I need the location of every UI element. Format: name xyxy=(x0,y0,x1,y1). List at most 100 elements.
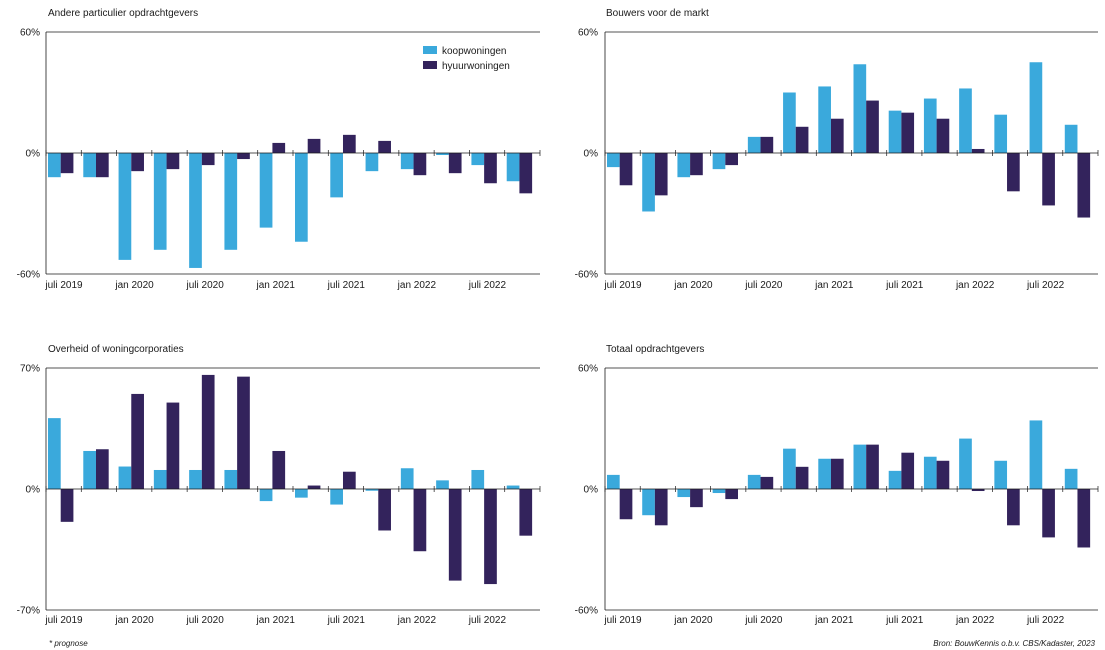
x-tick-label: juli 2022 xyxy=(1026,280,1065,291)
huur-bar xyxy=(866,100,879,153)
x-tick-label: jan 2020 xyxy=(114,280,154,291)
koop-bar xyxy=(1029,62,1043,153)
huur-bar xyxy=(795,466,809,489)
x-tick-label: jan 2021 xyxy=(814,280,854,291)
legend-swatch-koop xyxy=(423,46,437,54)
koop-bar xyxy=(888,110,902,153)
x-tick-label: juli 2020 xyxy=(744,615,783,626)
huur-bar xyxy=(830,118,844,153)
koop-bar xyxy=(471,469,485,489)
x-tick-label: jan 2021 xyxy=(256,280,296,291)
legend: koopwoningen hyuurwoningen xyxy=(423,46,510,72)
koop-bar xyxy=(153,469,167,489)
huur-bar xyxy=(760,136,774,153)
koop-bar xyxy=(400,468,414,489)
x-tick-label: juli 2019 xyxy=(44,280,83,291)
x-tick-label: juli 2022 xyxy=(468,615,507,626)
y-tick-label: 70% xyxy=(20,364,40,375)
x-tick-label: juli 2019 xyxy=(603,280,642,291)
huur-bar xyxy=(413,489,427,552)
huur-bar xyxy=(1042,489,1055,538)
koop-bar xyxy=(330,489,343,505)
koop-bar xyxy=(1064,124,1078,153)
huur-bar xyxy=(795,126,809,153)
chart-title: Andere particulier opdrachtgevers xyxy=(48,8,198,19)
koop-bar xyxy=(471,153,485,166)
koop-bar xyxy=(1029,420,1043,489)
huur-bar xyxy=(237,376,250,489)
y-tick-label: -70% xyxy=(17,606,40,617)
koop-bar xyxy=(83,153,96,178)
huur-bar xyxy=(413,153,427,176)
huur-bar xyxy=(725,153,738,166)
x-tick-label: jan 2022 xyxy=(955,280,995,291)
koop-bar xyxy=(189,153,202,268)
koop-bar xyxy=(224,153,238,250)
koop-bar xyxy=(365,489,379,491)
koop-bar xyxy=(677,489,691,498)
huur-bar xyxy=(60,489,74,522)
huur-bar xyxy=(866,444,879,489)
chart-panel-4: Totaal opdrachtgevers 60% 0% -60% juli 2019 j… xyxy=(575,344,1099,626)
x-tick-label: juli 2019 xyxy=(44,615,83,626)
koop-bar xyxy=(853,64,867,153)
legend-swatch-huur xyxy=(423,61,437,69)
prognose-footnote: * prognose xyxy=(49,639,88,648)
chart-panel-2: Bouwers voor de markt 60% 0% -60% juli 2019 j… xyxy=(575,8,1099,291)
huur-bar xyxy=(1007,489,1020,526)
y-tick-label: -60% xyxy=(17,270,40,281)
legend-label-huur: hyuurwoningen xyxy=(442,61,510,72)
koop-bar xyxy=(818,458,831,489)
chart-title: Totaal opdrachtgevers xyxy=(606,344,704,355)
y-tick-label: 0% xyxy=(584,149,599,160)
koop-bar xyxy=(747,474,761,489)
koop-bar xyxy=(959,438,972,489)
koop-bar xyxy=(1064,468,1078,489)
x-tick-label: juli 2021 xyxy=(885,280,924,291)
huur-bar xyxy=(519,489,533,536)
koop-bar xyxy=(994,114,1008,153)
y-tick-label: -60% xyxy=(575,606,598,617)
koop-bar xyxy=(295,489,308,498)
koop-bar xyxy=(747,136,761,153)
koop-bar xyxy=(436,153,449,156)
x-tick-label: juli 2021 xyxy=(327,615,366,626)
koop-bar xyxy=(994,460,1008,489)
huur-bar xyxy=(448,153,462,174)
huur-bar xyxy=(1077,153,1091,218)
x-tick-label: jan 2022 xyxy=(955,615,995,626)
huur-bar xyxy=(131,153,144,172)
huur-bar xyxy=(272,142,286,153)
koop-bar xyxy=(224,469,238,489)
x-tick-label: jan 2020 xyxy=(673,615,713,626)
x-tick-label: juli 2020 xyxy=(186,615,225,626)
huur-bar xyxy=(448,489,462,581)
x-tick-label: juli 2022 xyxy=(468,280,507,291)
y-tick-label: 60% xyxy=(578,364,598,375)
koop-bar xyxy=(923,98,937,153)
huur-bar xyxy=(936,118,950,153)
huur-bar xyxy=(166,402,180,489)
koop-bar xyxy=(295,153,308,242)
huur-bar xyxy=(619,153,633,186)
koop-bar xyxy=(923,456,937,489)
huur-bar xyxy=(237,153,250,160)
huur-bar xyxy=(307,138,321,153)
huur-bar xyxy=(901,112,915,153)
koop-bar xyxy=(506,485,520,489)
huur-bar xyxy=(378,489,391,531)
koop-bar xyxy=(436,480,449,489)
huur-bar xyxy=(95,449,109,489)
x-tick-label: juli 2020 xyxy=(744,280,783,291)
huur-bar xyxy=(725,489,738,500)
huur-bar xyxy=(342,134,356,153)
x-tick-label: juli 2021 xyxy=(885,615,924,626)
koop-bar xyxy=(677,153,691,178)
koop-bar xyxy=(118,153,132,260)
huur-bar xyxy=(654,153,668,196)
huur-bar xyxy=(166,153,180,170)
x-tick-label: jan 2021 xyxy=(256,615,296,626)
chart-panel-3: Overheid of woningcorporaties 70% 0% -70% ju… xyxy=(17,344,541,626)
huur-bar xyxy=(1042,153,1055,206)
